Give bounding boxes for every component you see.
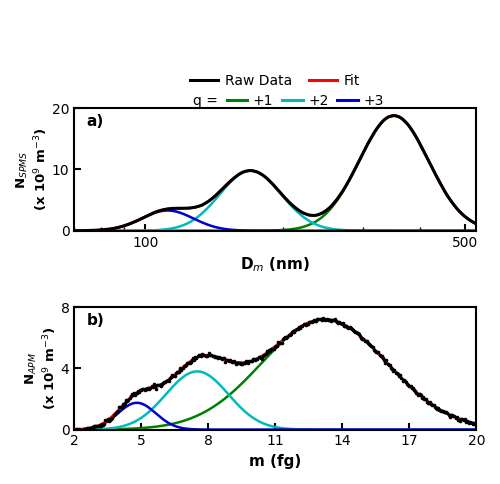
Text: a): a)	[86, 114, 104, 129]
Text: b): b)	[86, 313, 104, 328]
Y-axis label: N$_{SPMS}$
(x 10$^9$ m$^{-3}$): N$_{SPMS}$ (x 10$^9$ m$^{-3}$)	[15, 128, 51, 212]
Y-axis label: N$_{APM}$
(x 10$^9$ m$^{-3}$): N$_{APM}$ (x 10$^9$ m$^{-3}$)	[24, 327, 59, 410]
X-axis label: m (fg): m (fg)	[249, 454, 302, 469]
X-axis label: D$_m$ (nm): D$_m$ (nm)	[240, 255, 310, 274]
Legend: q =, +1, +2, +3: q =, +1, +2, +3	[162, 88, 389, 113]
